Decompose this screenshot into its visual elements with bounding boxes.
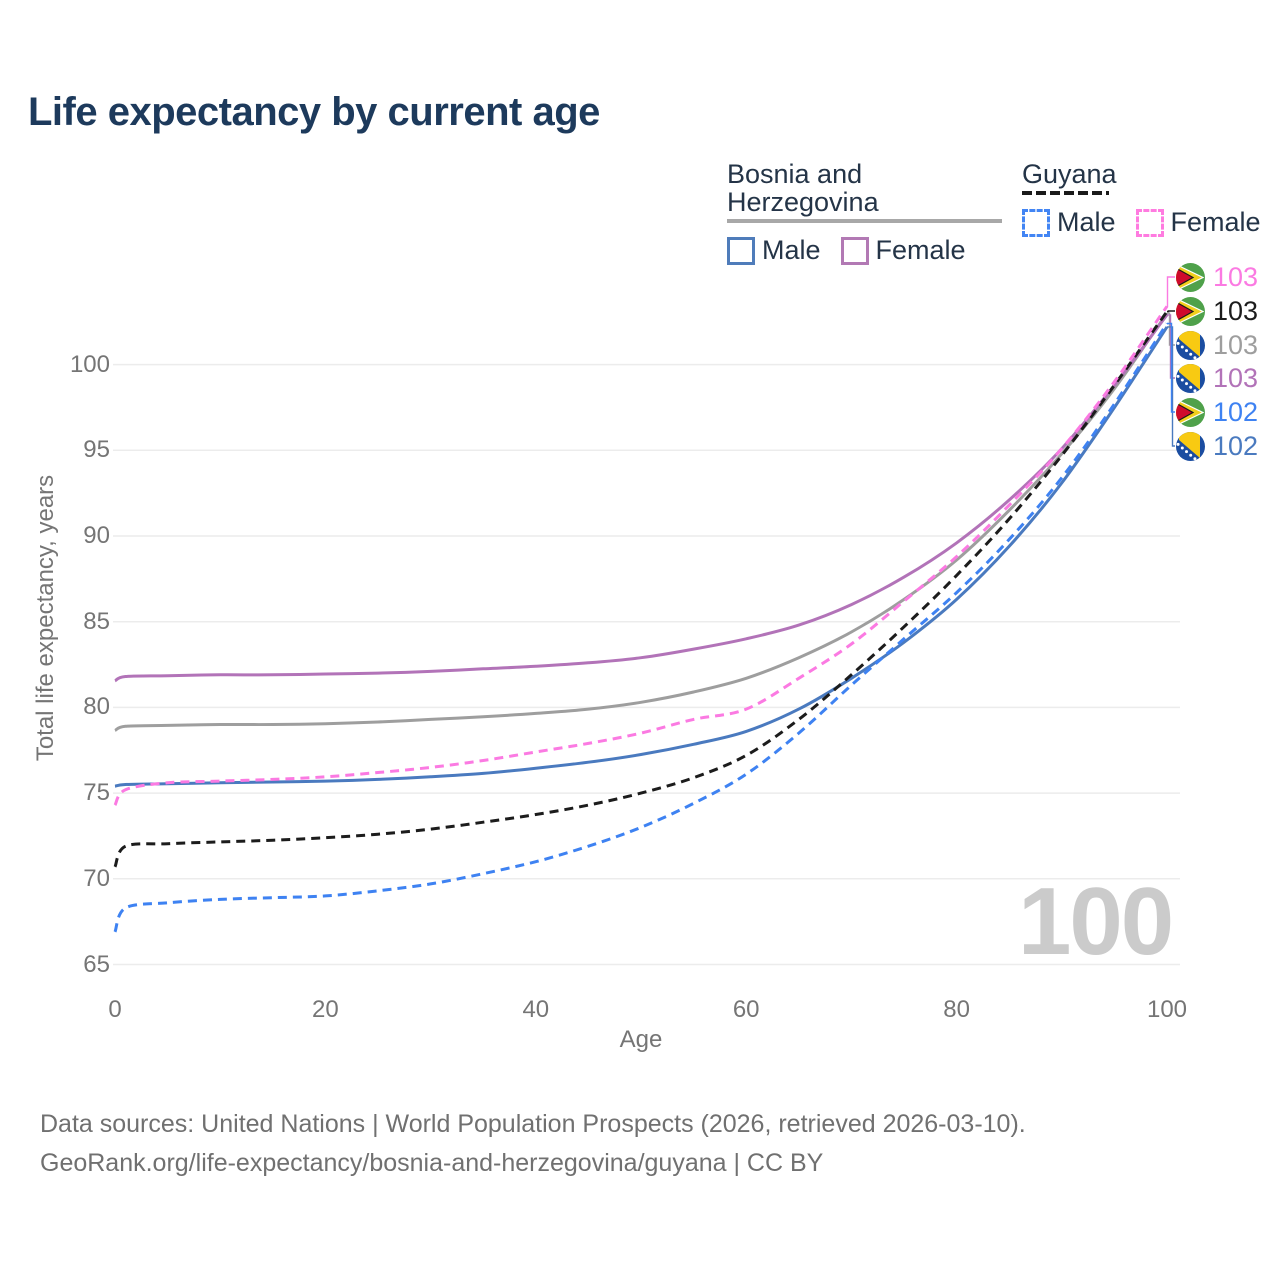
x-tick-label: 0 xyxy=(108,996,122,1023)
series-line-guyana-female xyxy=(113,305,1169,806)
legend-group-bosnia: Bosnia and Herzegovina Male Female xyxy=(727,160,1002,266)
legend-country-label-guyana[interactable]: Guyana xyxy=(1022,159,1117,189)
footer-attribution: GeoRank.org/life-expectancy/bosnia-and-h… xyxy=(40,1149,824,1177)
legend-group-guyana: Guyana Male Female xyxy=(1022,160,1261,266)
legend: Bosnia and Herzegovina Male Female Guyan… xyxy=(727,160,1267,266)
guyana-female-swatch-icon xyxy=(1135,208,1164,237)
end-label-value: 103 xyxy=(1213,329,1259,360)
x-tick-label: 20 xyxy=(312,996,339,1023)
leader-line xyxy=(1166,276,1175,307)
leader-line xyxy=(1167,310,1175,313)
series-line-guyana-male xyxy=(113,322,1169,933)
end-label-value: 102 xyxy=(1213,396,1259,427)
legend-country-line-swatch-guyana xyxy=(1022,191,1109,195)
end-label-guyana-female: 103 xyxy=(1176,261,1259,292)
legend-country-line-swatch-bosnia xyxy=(727,219,1002,223)
watermark-age-label: 100 xyxy=(1018,868,1174,975)
bosnia-flag-icon xyxy=(1176,330,1205,360)
end-label-bosnia-and-herzegovina-male: 102 xyxy=(1176,430,1259,461)
series-line-guyana-total xyxy=(113,310,1169,868)
y-tick-label: 65 xyxy=(83,950,110,978)
x-tick-label: 100 xyxy=(1146,996,1188,1023)
x-tick-label: 40 xyxy=(522,996,550,1023)
legend-item-bosnia-female[interactable]: Female xyxy=(840,235,966,266)
series-line-bosnia-and-herzegovina-male xyxy=(114,326,1169,788)
end-label-bosnia-and-herzegovina-female: 103 xyxy=(1176,362,1259,393)
leader-line xyxy=(1167,322,1175,413)
end-label-guyana-total: 103 xyxy=(1176,295,1259,326)
guyana-flag-icon xyxy=(1176,262,1205,292)
series-line-bosnia-and-herzegovina-total xyxy=(114,312,1169,732)
bosnia-female-swatch-icon xyxy=(840,236,869,265)
legend-item-label: Male xyxy=(762,235,821,265)
guyana-flag-icon xyxy=(1176,397,1205,427)
y-tick-label: 95 xyxy=(83,436,110,464)
bosnia-flag-icon xyxy=(1176,363,1205,393)
end-label-value: 103 xyxy=(1213,362,1259,393)
y-tick-label: 90 xyxy=(83,522,110,549)
end-label-bosnia-and-herzegovina-total: 103 xyxy=(1176,329,1259,360)
legend-country-label-bosnia[interactable]: Bosnia and Herzegovina xyxy=(727,159,879,217)
end-label-value: 103 xyxy=(1213,261,1259,292)
x-tick-label: 80 xyxy=(943,996,970,1023)
x-tick-label: 60 xyxy=(732,996,760,1023)
y-axis-title: Total life expectancy, years xyxy=(32,474,59,762)
bosnia-flag-icon xyxy=(1176,431,1205,461)
leader-line xyxy=(1167,326,1175,447)
x-axis-title: Age xyxy=(619,1026,663,1053)
y-tick-label: 70 xyxy=(83,864,110,892)
guyana-male-swatch-icon xyxy=(1022,208,1050,237)
y-tick-label: 80 xyxy=(83,693,110,721)
legend-item-guyana-female[interactable]: Female xyxy=(1135,207,1261,238)
legend-item-label: Female xyxy=(1170,207,1261,237)
y-tick-label: 75 xyxy=(83,779,110,807)
footer-data-sources: Data sources: United Nations | World Pop… xyxy=(40,1110,1026,1138)
legend-item-bosnia-male[interactable]: Male xyxy=(727,235,821,266)
end-label-value: 103 xyxy=(1213,295,1259,326)
series-line-bosnia-and-herzegovina-female xyxy=(114,313,1169,683)
end-label-guyana-male: 102 xyxy=(1176,396,1259,427)
legend-item-guyana-male[interactable]: Male xyxy=(1022,207,1116,238)
page-title: Life expectancy by current age xyxy=(28,90,600,134)
legend-item-label: Male xyxy=(1057,207,1116,237)
y-tick-label: 85 xyxy=(83,607,110,635)
y-tick-label: 100 xyxy=(69,350,110,378)
end-label-value: 102 xyxy=(1213,430,1259,461)
bosnia-male-swatch-icon xyxy=(727,236,755,265)
legend-item-label: Female xyxy=(875,235,966,265)
guyana-flag-icon xyxy=(1176,296,1205,326)
